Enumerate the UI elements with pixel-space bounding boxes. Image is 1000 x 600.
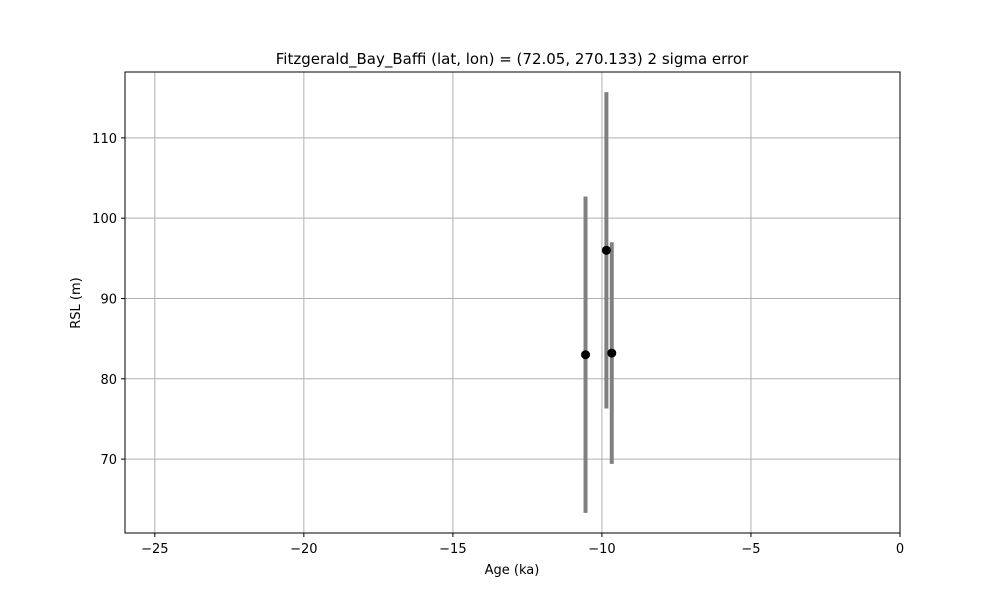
- y-tick-label: 70: [100, 453, 117, 468]
- y-tick-label: 90: [100, 292, 117, 307]
- x-tick-label: −5: [741, 542, 760, 557]
- x-tick-label: −20: [290, 542, 317, 557]
- x-tick-label: −10: [588, 542, 615, 557]
- y-tick-label: 110: [92, 132, 117, 147]
- chart-title: Fitzgerald_Bay_Baffi (lat, lon) = (72.05…: [276, 50, 749, 69]
- x-tick-label: −15: [439, 542, 466, 557]
- y-tick-label: 100: [92, 212, 117, 227]
- y-axis-label: RSL (m): [69, 277, 84, 328]
- data-point: [581, 350, 591, 360]
- x-tick-label: −25: [141, 542, 168, 557]
- y-axis-ticks: 70 80 90 100 110: [92, 132, 125, 468]
- x-axis-label: Age (ka): [485, 563, 540, 578]
- data-point: [601, 245, 611, 255]
- y-tick-label: 80: [100, 373, 117, 388]
- x-tick-label: 0: [896, 542, 904, 557]
- plot-frame: [124, 71, 901, 534]
- x-axis-ticks: −25 −20 −15 −10 −5 0: [141, 533, 904, 557]
- data-point: [607, 348, 617, 358]
- data-points: [581, 245, 617, 360]
